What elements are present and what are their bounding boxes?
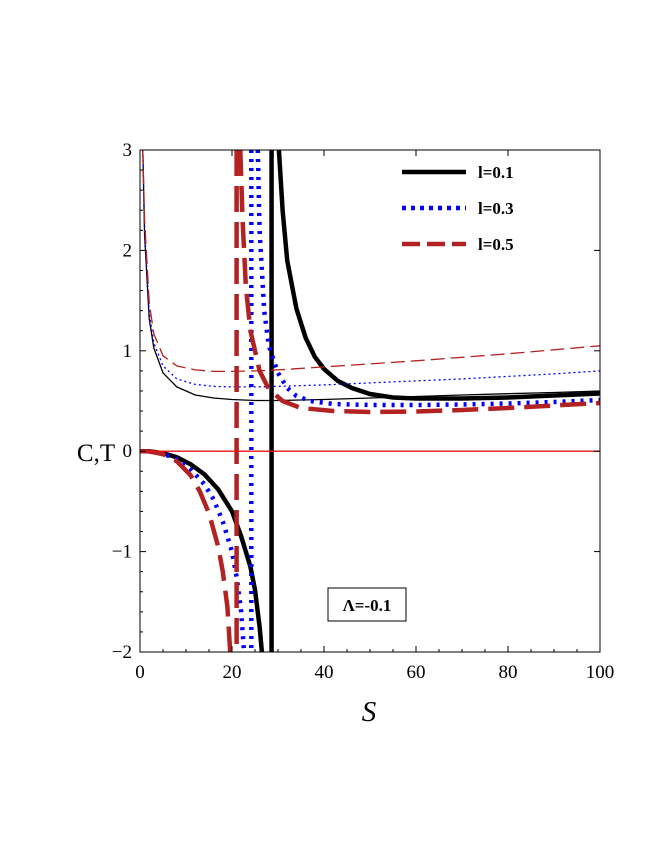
heat-capacity-curve-l-0-1-upper (276, 150, 600, 401)
y-tick-label: −1 (112, 542, 132, 563)
heat-capacity-curve-l-0-5-lower (140, 448, 233, 652)
temperature-curve-l-0-5 (142, 150, 600, 373)
y-tick-label: 1 (123, 341, 133, 362)
y-tick-label: 0 (123, 441, 133, 462)
y-tick-label: 2 (123, 240, 133, 261)
heat-capacity-curve-l-0-1-lower (140, 448, 265, 652)
x-tick-label: 40 (315, 662, 334, 683)
annotation-box: Λ=-0.1 (327, 587, 407, 622)
heat-capacity-curve-l-0-3-lower (140, 448, 247, 652)
y-tick-label: 3 (123, 140, 133, 161)
x-tick-label: 100 (586, 662, 615, 683)
x-tick-label: 80 (499, 662, 518, 683)
temperature-curve-l-0-3 (142, 150, 600, 388)
heat-capacity-curve-l-0-3-upper (255, 150, 600, 408)
legend-label: l=0.3 (478, 199, 514, 218)
y-tick-label: −2 (112, 642, 132, 663)
legend-label: l=0.5 (478, 235, 514, 254)
x-axis-title: S (362, 696, 377, 728)
x-tick-label: 20 (223, 662, 242, 683)
temperature-curve-l-0-1 (142, 150, 600, 402)
legend: l=0.1 l=0.3 l=0.5 (402, 163, 514, 254)
x-tick-label: 0 (135, 662, 145, 683)
heat-capacity-curve-l-0-5-upper (238, 150, 600, 415)
y-axis-title: C,T (77, 440, 115, 467)
plot-frame (139, 149, 601, 653)
legend-label: l=0.1 (478, 163, 514, 182)
annotation-text: Λ=-0.1 (343, 596, 392, 615)
x-tick-label: 60 (407, 662, 426, 683)
